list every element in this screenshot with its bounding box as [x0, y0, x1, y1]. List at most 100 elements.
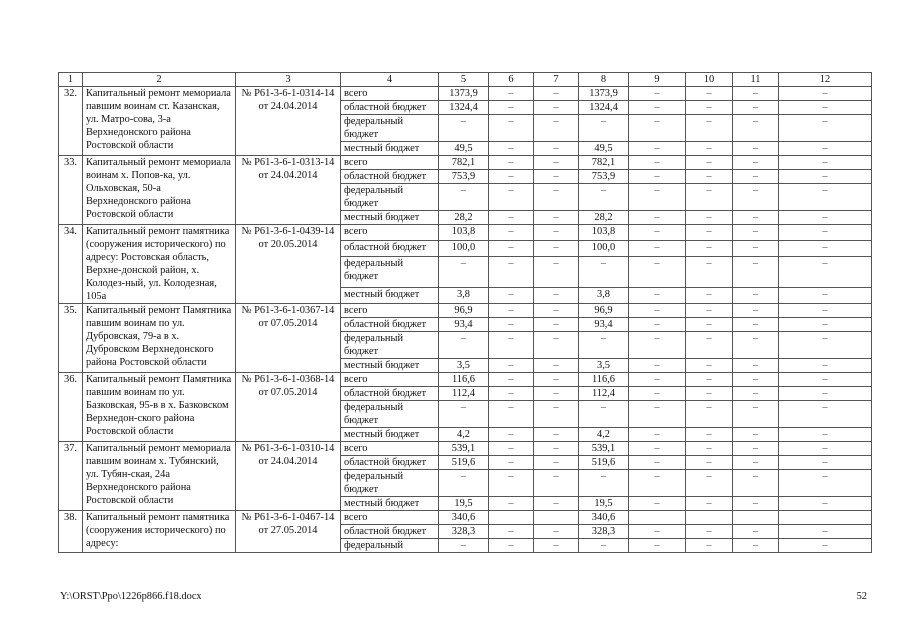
- value-cell: –: [628, 141, 686, 156]
- value-cell: –: [628, 358, 686, 373]
- value-cell: –: [732, 538, 779, 553]
- table-row: 37. Капитальный ремонт мемориала павшим в…: [58, 441, 872, 511]
- table-row: федеральный – – – – – – – –: [59, 538, 872, 553]
- value-cell: –: [438, 256, 489, 288]
- value-cell: –: [732, 155, 779, 170]
- value-cell: 93,4: [578, 317, 629, 332]
- value-cell: –: [488, 427, 534, 442]
- value-cell: –: [438, 538, 489, 553]
- value-cell: –: [488, 183, 534, 211]
- table-row: федеральный бюджет – – – – – – – –: [59, 331, 872, 359]
- document-line: № Р61-3-6-1-0314-14: [241, 88, 335, 99]
- value-cell: –: [778, 303, 872, 318]
- table-row: 35. Капитальный ремонт Памятника павшим в…: [58, 303, 872, 373]
- document-ref: № Р61-3-6-1-0313-14 от 24.04.2014: [235, 155, 341, 225]
- value-cell: –: [578, 331, 629, 359]
- value-cell: 3,8: [578, 286, 629, 305]
- value-cell: –: [778, 427, 872, 442]
- column-header: 7: [533, 72, 579, 87]
- value-cell: –: [778, 183, 872, 211]
- value-cell: –: [732, 286, 779, 305]
- column-header: 4: [340, 72, 439, 87]
- budget-source: федеральный: [340, 538, 439, 553]
- value-cell: –: [533, 524, 579, 539]
- value-cell: –: [732, 183, 779, 211]
- value-cell: –: [778, 496, 872, 511]
- value-cell: 328,3: [438, 524, 489, 539]
- value-cell: –: [732, 303, 779, 318]
- value-cell: –: [685, 141, 733, 156]
- value-cell: –: [533, 317, 579, 332]
- value-cell: –: [778, 469, 872, 497]
- value-cell: 753,9: [578, 169, 629, 184]
- value-cell: 100,0: [578, 240, 629, 258]
- value-cell: –: [533, 183, 579, 211]
- value-cell: –: [533, 169, 579, 184]
- value-cell: 1373,9: [578, 86, 629, 101]
- budget-source: всего: [340, 510, 439, 525]
- document-line: № Р61-3-6-1-0367-14: [241, 305, 335, 316]
- value-cell: –: [488, 400, 534, 428]
- value-cell: –: [685, 469, 733, 497]
- value-cell: –: [778, 114, 872, 142]
- budget-source: федеральный бюджет: [340, 331, 439, 359]
- table-row: федеральный бюджет – – – – – – – –: [59, 114, 872, 142]
- budget-table: 1 2 3 4 5 6 7 8 9 10 11 12 32. Капитальный ремонт ме…: [58, 72, 872, 553]
- value-cell: –: [732, 210, 779, 225]
- page-number: 52: [856, 591, 867, 602]
- value-cell: 96,9: [578, 303, 629, 318]
- value-cell: –: [685, 223, 733, 242]
- value-cell: –: [628, 223, 686, 242]
- budget-source: федеральный бюджет: [340, 469, 439, 497]
- value-cell: [488, 510, 534, 525]
- value-cell: –: [778, 524, 872, 539]
- value-cell: –: [685, 256, 733, 288]
- entry-number: 37.: [58, 441, 83, 511]
- object-name: Капитальный ремонт мемориала павшим воин…: [82, 86, 236, 156]
- value-cell: –: [732, 223, 779, 242]
- value-cell: –: [685, 400, 733, 428]
- value-cell: –: [488, 223, 534, 242]
- value-cell: 19,5: [578, 496, 629, 511]
- document-ref: № Р61-3-6-1-0368-14 от 07.05.2014: [235, 372, 341, 442]
- value-cell: –: [488, 317, 534, 332]
- value-cell: –: [438, 183, 489, 211]
- document-line: от 20.05.2014: [258, 239, 318, 250]
- value-cell: –: [778, 317, 872, 332]
- value-cell: –: [778, 141, 872, 156]
- budget-source: местный бюджет: [340, 496, 439, 511]
- value-cell: –: [732, 469, 779, 497]
- value-cell: 340,6: [578, 510, 629, 525]
- budget-source: федеральный бюджет: [340, 256, 439, 288]
- value-cell: –: [778, 441, 872, 456]
- value-cell: –: [685, 286, 733, 305]
- value-cell: 93,4: [438, 317, 489, 332]
- value-cell: –: [628, 240, 686, 258]
- value-cell: 103,8: [578, 223, 629, 242]
- table-row: областной бюджет 328,3– –328,3– – – –: [59, 524, 872, 539]
- value-cell: –: [578, 469, 629, 497]
- entry-number: 33.: [58, 155, 83, 225]
- entry-number: 35.: [58, 303, 83, 373]
- table-row: 36. Капитальный ремонт Памятника павшим в…: [58, 372, 872, 442]
- table-row: 34. Капитальный ремонт памятника (сооруже…: [58, 223, 872, 304]
- value-cell: –: [533, 358, 579, 373]
- value-cell: –: [578, 256, 629, 288]
- value-cell: –: [488, 469, 534, 497]
- value-cell: –: [685, 427, 733, 442]
- budget-source: областной бюджет: [340, 455, 439, 470]
- value-cell: –: [685, 183, 733, 211]
- budget-source: всего: [340, 86, 439, 101]
- value-cell: –: [533, 441, 579, 456]
- value-cell: –: [533, 86, 579, 101]
- value-cell: –: [732, 240, 779, 258]
- value-cell: –: [628, 155, 686, 170]
- value-cell: 328,3: [578, 524, 629, 539]
- value-cell: –: [732, 86, 779, 101]
- value-cell: –: [685, 386, 733, 401]
- value-cell: –: [685, 331, 733, 359]
- document-ref: № Р61-3-6-1-0439-14 от 20.05.2014: [235, 224, 341, 304]
- value-cell: –: [533, 210, 579, 225]
- value-cell: –: [685, 524, 733, 539]
- file-path: Y:\ORST\Ppo\1226p866.f18.docx: [60, 591, 202, 602]
